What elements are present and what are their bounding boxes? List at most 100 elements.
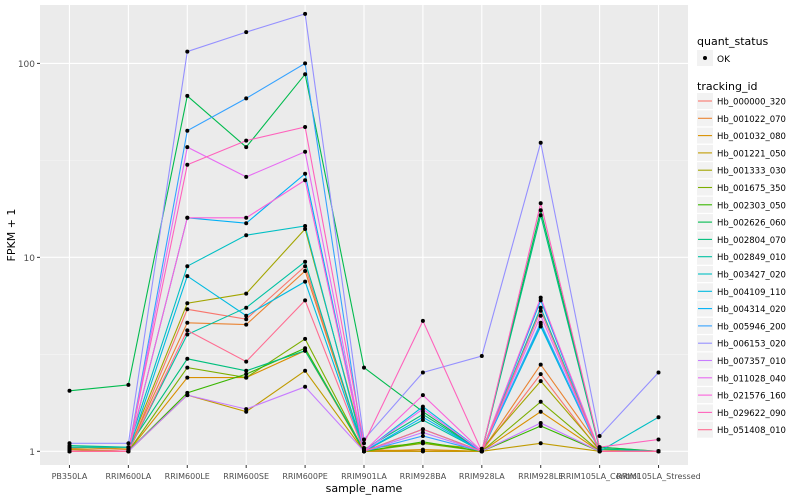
data-point xyxy=(420,430,425,435)
data-point xyxy=(185,49,190,54)
y-axis-title: FPKM + 1 xyxy=(5,209,18,262)
x-tick-label: RRIM901LA xyxy=(341,472,387,481)
data-point xyxy=(303,178,308,183)
data-point xyxy=(303,149,308,154)
data-point xyxy=(67,449,72,454)
data-point xyxy=(185,215,190,220)
data-point xyxy=(420,434,425,438)
data-point xyxy=(538,372,543,377)
data-point xyxy=(303,11,308,16)
data-point xyxy=(244,368,249,373)
data-point xyxy=(244,221,249,226)
data-point xyxy=(244,372,249,377)
data-point xyxy=(420,370,425,375)
data-point xyxy=(185,320,190,325)
legend-label: Hb_001022_070 xyxy=(717,115,786,125)
data-point xyxy=(303,279,308,284)
data-point xyxy=(185,307,190,312)
data-point xyxy=(538,201,543,206)
data-point xyxy=(244,96,249,101)
data-point xyxy=(185,128,190,133)
data-point xyxy=(420,427,425,432)
data-point xyxy=(244,138,249,143)
data-point xyxy=(303,227,308,231)
data-point xyxy=(244,375,249,380)
data-point xyxy=(303,269,308,273)
x-tick-label: RRIM928BA xyxy=(400,472,447,481)
data-point xyxy=(303,348,308,353)
data-point xyxy=(185,356,190,361)
legend-title-tracking-id: tracking_id xyxy=(697,80,758,93)
legend-label: Hb_004314_020 xyxy=(717,305,786,315)
data-point xyxy=(303,368,308,373)
legend-label: Hb_002626_060 xyxy=(717,219,786,229)
legend-label: Hb_004109_110 xyxy=(717,288,786,298)
data-point xyxy=(538,305,543,310)
data-point xyxy=(362,441,366,446)
legend-label: Hb_029622_090 xyxy=(717,409,786,419)
y-axis: 1 10 100 xyxy=(18,60,40,458)
legend: quant_status OK tracking_id Hb_000000_320 Hb… xyxy=(697,35,786,438)
data-point xyxy=(420,449,425,454)
data-point xyxy=(303,61,308,66)
data-point xyxy=(479,354,484,358)
data-point xyxy=(185,162,190,167)
data-point xyxy=(538,213,543,218)
data-point xyxy=(303,336,308,341)
legend-label: Hb_003427_020 xyxy=(717,271,786,281)
data-point xyxy=(185,393,190,398)
data-point xyxy=(67,441,72,446)
data-point xyxy=(244,215,249,220)
data-point xyxy=(303,125,308,129)
data-point xyxy=(538,424,543,428)
x-tick-label: RRIM600LE xyxy=(165,472,210,481)
data-point xyxy=(420,393,425,398)
data-point xyxy=(538,140,543,145)
data-point xyxy=(126,382,131,387)
data-point xyxy=(244,407,249,412)
data-point xyxy=(538,399,543,404)
data-point xyxy=(597,445,602,450)
data-point xyxy=(362,437,366,442)
data-point xyxy=(126,449,131,454)
data-point xyxy=(656,449,661,454)
x-tick-label: RRIM600LA xyxy=(105,472,151,481)
data-point xyxy=(185,145,190,150)
data-point xyxy=(185,332,190,337)
x-tick-label: RRIM600SE xyxy=(223,472,269,481)
legend-label: Hb_007357_010 xyxy=(717,357,786,367)
legend-label: Hb_001032_080 xyxy=(717,132,786,142)
data-point xyxy=(420,407,425,412)
data-point xyxy=(538,379,543,384)
data-point xyxy=(538,298,543,303)
data-point xyxy=(244,233,249,238)
data-point xyxy=(538,441,543,446)
legend-label: Hb_005946_200 xyxy=(717,322,786,332)
data-point xyxy=(420,318,425,323)
data-point xyxy=(303,264,308,269)
data-point xyxy=(656,370,661,375)
data-point xyxy=(303,259,308,264)
data-point xyxy=(244,313,249,318)
data-point xyxy=(244,305,249,310)
x-tick-label: RRIM928LE xyxy=(518,472,563,481)
legend-point xyxy=(703,56,707,60)
data-point xyxy=(362,365,366,370)
legend-label: Hb_006153_020 xyxy=(717,340,786,350)
x-tick-label: RRIM105LA_Control xyxy=(560,472,639,481)
data-point xyxy=(185,274,190,279)
legend-label: Hb_051408_010 xyxy=(717,426,786,436)
x-axis-title: sample_name xyxy=(326,482,403,495)
data-point xyxy=(185,264,190,269)
data-point xyxy=(244,359,249,364)
data-point xyxy=(244,291,249,296)
legend-label: Hb_011028_040 xyxy=(717,374,786,384)
data-point xyxy=(538,308,543,313)
data-point xyxy=(303,72,308,77)
data-point xyxy=(244,322,249,327)
y-tick-label: 1 xyxy=(29,448,35,458)
legend-label: Hb_002303_050 xyxy=(717,201,786,211)
data-point xyxy=(185,301,190,306)
data-point xyxy=(538,324,543,329)
x-tick-label: RRIM600PE xyxy=(282,472,328,481)
